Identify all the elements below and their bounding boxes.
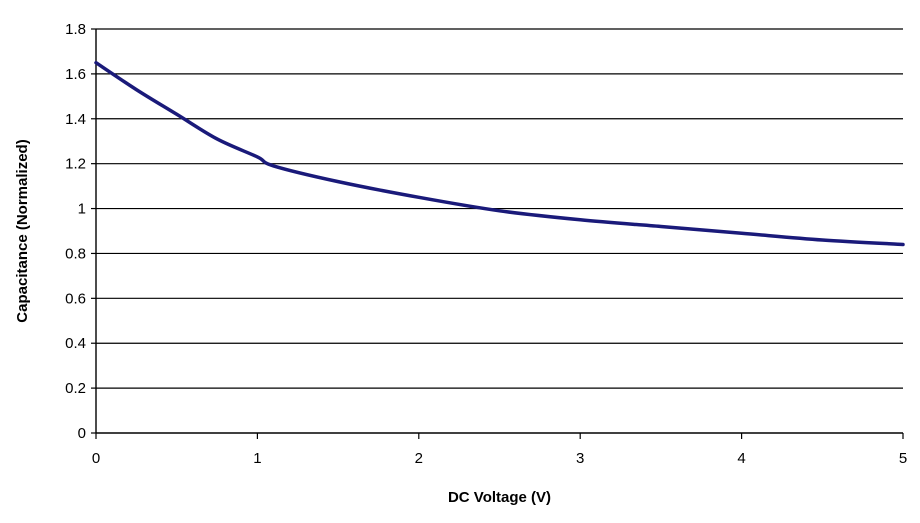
y-tick-label-7: 1.4: [65, 111, 86, 128]
gridlines: [96, 28, 903, 389]
y-axis-ticks: 0 0.2 0.4 0.6 0.8 1 1.2 1.4 1.6 1.8: [65, 21, 96, 442]
y-tick-label-8: 1.6: [65, 66, 86, 83]
x-tick-label-0: 0: [92, 450, 100, 467]
y-tick-label-1: 0.2: [65, 380, 86, 397]
y-tick-label-5: 1: [78, 201, 86, 218]
y-tick-label-3: 0.6: [65, 290, 86, 307]
y-tick-label-6: 1.2: [65, 156, 86, 173]
x-axis-ticks: 0 1 2 3 4 5: [92, 433, 907, 467]
x-tick-label-1: 1: [253, 450, 261, 467]
series-lines: [94, 60, 905, 247]
y-axis-title: Capacitance (Normalized): [14, 139, 31, 322]
x-tick-label-5: 5: [899, 450, 907, 467]
x-tick-label-3: 3: [576, 450, 584, 467]
y-tick-label-0: 0: [78, 425, 86, 442]
y-tick-label-2: 0.4: [65, 335, 86, 352]
y-tick-label-9: 1.8: [65, 21, 86, 38]
x-tick-label-4: 4: [737, 450, 745, 467]
y-tick-label-4: 0.8: [65, 245, 86, 262]
x-axis-title: DC Voltage (V): [448, 489, 551, 506]
series-line-0: [94, 60, 905, 247]
x-tick-label-2: 2: [415, 450, 423, 467]
